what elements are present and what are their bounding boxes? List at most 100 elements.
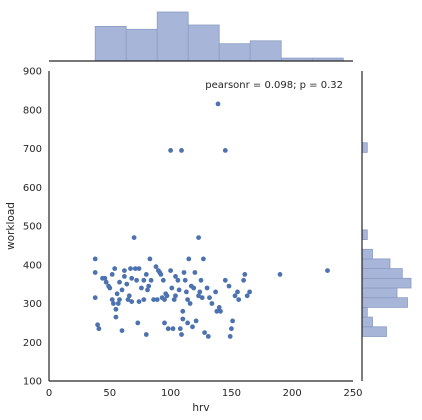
scatter-point-18: [117, 279, 122, 285]
scatter-point-28: [129, 275, 135, 281]
scatter-point-10: [109, 272, 115, 277]
scatter-point-104: [229, 326, 234, 332]
scatter-point-89: [201, 256, 206, 262]
scatter-point-3: [95, 322, 100, 328]
scatter-point-64: [173, 293, 178, 299]
scatter-point-13: [112, 266, 118, 271]
scatter-point-76: [185, 320, 191, 326]
scatter-point-30: [131, 235, 137, 241]
scatter-point-4: [96, 326, 102, 332]
scatter-point-54: [162, 320, 167, 326]
y-hist-bar: [361, 306, 368, 318]
scatter-point-16: [114, 291, 120, 297]
scatter-point-35: [136, 266, 142, 271]
scatter-point-92: [205, 334, 211, 339]
scatter-point-102: [226, 283, 232, 289]
pearson-annotation: pearsonr = 0.098; p = 0.32: [205, 80, 343, 91]
y-tick-label: 900: [23, 67, 42, 78]
scatter-point-75: [185, 297, 191, 302]
x-tick-label: 50: [103, 388, 116, 399]
x-tick-label: 200: [283, 388, 302, 399]
x-tick-label: 150: [222, 388, 241, 399]
scatter-point-24: [124, 281, 130, 287]
scatter-point-84: [196, 293, 202, 299]
scatter-point-34: [136, 299, 142, 304]
scatter-point-12: [111, 301, 116, 306]
scatter-point-81: [191, 285, 197, 291]
y-tick-label: 500: [23, 222, 42, 233]
scatter-point-112: [247, 289, 253, 295]
scatter-point-90: [202, 330, 208, 335]
scatter-point-87: [198, 277, 204, 283]
scatter-point-67: [177, 326, 183, 332]
x-tick-label: 250: [343, 388, 362, 399]
scatter-point-2: [92, 295, 98, 301]
scatter-point-7: [103, 279, 109, 285]
scatter-point-0: [92, 256, 98, 262]
scatter-points: [92, 101, 330, 339]
scatter-point-31: [132, 266, 138, 271]
scatter-point-65: [175, 277, 181, 283]
scatter-point-53: [162, 297, 167, 302]
scatter-point-46: [153, 264, 159, 270]
scatter-point-47: [154, 297, 160, 302]
x-hist-bar: [94, 25, 127, 62]
y-hist-bar: [361, 268, 403, 279]
scatter-point-63: [173, 274, 178, 279]
x-tick-label: 0: [46, 388, 52, 399]
y-axis-label: workload: [5, 202, 17, 250]
scatter-point-71: [180, 316, 186, 322]
scatter-point-23: [122, 268, 127, 273]
scatter-point-105: [230, 318, 236, 324]
x-hist-bar: [156, 11, 189, 62]
scatter-point-85: [196, 235, 202, 241]
scatter-point-68: [179, 332, 184, 337]
y-tick-label: 700: [23, 144, 42, 155]
scatter-point-21: [119, 287, 125, 293]
scatter-point-86: [197, 289, 203, 295]
scatter-point-19: [117, 297, 122, 302]
y-tick-label: 600: [23, 183, 42, 194]
scatter-point-111: [244, 293, 250, 299]
scatter-point-20: [119, 328, 125, 333]
scatter-point-56: [164, 293, 170, 299]
scatter-point-100: [222, 277, 228, 283]
scatter-point-82: [192, 270, 198, 275]
x-hist-bar: [218, 43, 251, 62]
y-hist-bar: [361, 326, 387, 337]
y-hist-bar: [361, 316, 373, 328]
x-tick-label: 100: [161, 388, 180, 399]
scatter-point-113: [277, 272, 283, 277]
y-tick-label: 100: [23, 377, 42, 388]
scatter-point-26: [126, 293, 132, 299]
y-tick-label: 800: [23, 105, 42, 116]
y-tick-label: 300: [23, 299, 42, 310]
scatter-point-69: [179, 148, 184, 153]
scatter-point-27: [128, 266, 133, 271]
scatter-point-80: [190, 324, 195, 330]
scatter-point-15: [113, 314, 119, 320]
scatter-point-1: [92, 270, 98, 275]
scatter-point-83: [193, 318, 199, 324]
scatter-point-109: [241, 277, 247, 283]
scatter-point-101: [222, 148, 228, 153]
scatter-point-32: [134, 277, 140, 283]
scatter-point-40: [143, 332, 149, 337]
y-hist-bar: [361, 258, 391, 269]
y-marginal-histogram: [361, 142, 412, 337]
scatter-point-36: [139, 285, 144, 291]
scatter-point-22: [122, 274, 127, 279]
y-hist-bar: [361, 229, 368, 240]
scatter-point-37: [141, 277, 147, 283]
scatter-point-33: [135, 320, 141, 326]
scatter-point-45: [151, 297, 157, 302]
y-hist-bar: [361, 287, 398, 299]
scatter-point-58: [168, 268, 174, 273]
scatter-point-66: [176, 287, 182, 293]
scatter-point-99: [218, 308, 223, 314]
scatter-point-70: [180, 308, 186, 314]
scatter-point-29: [129, 299, 135, 304]
scatter-point-91: [204, 285, 210, 291]
scatter-point-107: [235, 289, 240, 295]
scatter-point-110: [242, 272, 248, 277]
